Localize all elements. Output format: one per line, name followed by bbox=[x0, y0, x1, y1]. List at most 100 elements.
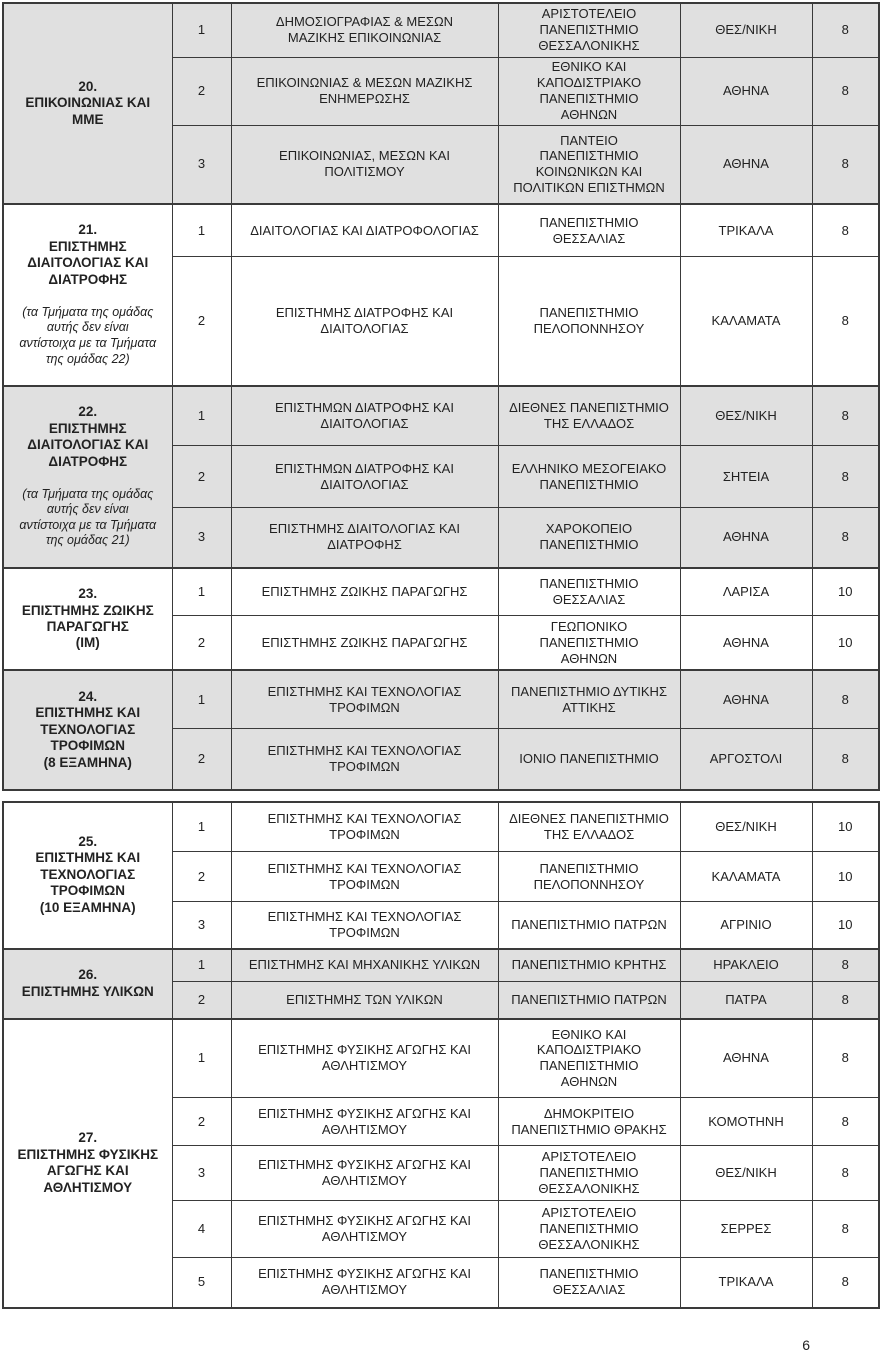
city-cell: ΘΕΣ/ΝΙΚΗ bbox=[679, 384, 813, 447]
department-cell: ΕΠΙΣΤΗΜΗΣ ΔΙΑΤΡΟΦΗΣ ΚΑΙ ΔΙΑΙΤΟΛΟΓΙΑΣ bbox=[230, 256, 499, 387]
semesters-cell: 8 bbox=[811, 728, 880, 791]
semesters-cell: 8 bbox=[811, 203, 880, 258]
table-row: 2 ΕΠΙΣΤΗΜΗΣ ΚΑΙ ΤΕΧΝΟΛΟΓΙΑΣ ΤΡΟΦΙΜΩΝ ΙΟΝ… bbox=[3, 728, 880, 791]
table-row: 2 ΕΠΙΣΤΗΜΩΝ ΔΙΑΤΡΟΦΗΣ ΚΑΙ ΔΙΑΙΤΟΛΟΓΙΑΣ Ε… bbox=[3, 445, 880, 508]
table-row: 3 ΕΠΙΣΤΗΜΗΣ ΚΑΙ ΤΕΧΝΟΛΟΓΙΑΣ ΤΡΟΦΙΜΩΝ ΠΑΝ… bbox=[3, 901, 880, 950]
city-cell: ΑΘΗΝΑ bbox=[679, 614, 813, 671]
group-label-cell: 25. ΕΠΙΣΤΗΜΗΣ ΚΑΙ ΤΕΧΝΟΛΟΓΙΑΣ ΤΡΟΦΙΜΩΝ (… bbox=[2, 801, 173, 950]
department-cell: ΕΠΙΣΤΗΜΩΝ ΔΙΑΤΡΟΦΗΣ ΚΑΙ ΔΙΑΙΤΟΛΟΓΙΑΣ bbox=[230, 445, 499, 508]
table-row: 3 ΕΠΙΣΤΗΜΗΣ ΦΥΣΙΚΗΣ ΑΓΩΓΗΣ ΚΑΙ ΑΘΛΗΤΙΣΜΟ… bbox=[3, 1145, 880, 1202]
group-label-cell: 21. ΕΠΙΣΤΗΜΗΣ ΔΙΑΙΤΟΛΟΓΙΑΣ ΚΑΙ ΔΙΑΤΡΟΦΗΣ… bbox=[2, 203, 173, 387]
table-row: 2 ΕΠΙΣΤΗΜΗΣ ΖΩΙΚΗΣ ΠΑΡΑΓΩΓΗΣ ΓΕΩΠΟΝΙΚΟ Π… bbox=[3, 614, 880, 671]
semesters-cell: 8 bbox=[811, 980, 880, 1020]
department-cell: ΕΠΙΣΤΗΜΗΣ ΖΩΙΚΗΣ ΠΑΡΑΓΩΓΗΣ bbox=[230, 614, 499, 671]
row-number-cell: 1 bbox=[171, 1017, 232, 1099]
row-number-cell: 3 bbox=[171, 506, 232, 569]
city-cell: ΑΓΡΙΝΙΟ bbox=[679, 901, 813, 950]
city-cell: ΚΑΛΑΜΑΤΑ bbox=[679, 851, 813, 903]
row-number-cell: 3 bbox=[171, 1145, 232, 1202]
table-row: 20. ΕΠΙΚΟΙΝΩΝΙΑΣ ΚΑΙ ΜΜΕ 1 ΔΗΜΟΣΙΟΓΡΑΦΙΑ… bbox=[2, 2, 880, 205]
department-cell: ΕΠΙΚΟΙΝΩΝΙΑΣ & ΜΕΣΩΝ ΜΑΖΙΚΗΣ ΕΝΗΜΕΡΩΣΗΣ bbox=[230, 56, 499, 126]
department-cell: ΕΠΙΣΤΗΜΗΣ ΦΥΣΙΚΗΣ ΑΓΩΓΗΣ ΚΑΙ ΑΘΛΗΤΙΣΜΟΥ bbox=[230, 1097, 499, 1147]
table-row: 23. ΕΠΙΣΤΗΜΗΣ ΖΩΙΚΗΣ ΠΑΡΑΓΩΓΗΣ (ΙΜ) 1 ΕΠ… bbox=[2, 566, 880, 671]
department-cell: ΕΠΙΣΤΗΜΗΣ ΚΑΙ ΤΕΧΝΟΛΟΓΙΑΣ ΤΡΟΦΙΜΩΝ bbox=[230, 728, 499, 791]
row-number-cell: 2 bbox=[171, 56, 232, 126]
department-cell: ΕΠΙΣΤΗΜΗΣ ΚΑΙ ΤΕΧΝΟΛΟΓΙΑΣ ΤΡΟΦΙΜΩΝ bbox=[230, 801, 499, 853]
row-number-cell: 2 bbox=[171, 980, 232, 1020]
row-number-cell: 1 bbox=[171, 801, 232, 853]
university-cell: ΠΑΝΕΠΙΣΤΗΜΙΟ ΘΕΣΣΑΛΙΑΣ bbox=[497, 566, 681, 616]
university-cell: ΠΑΝΕΠΙΣΤΗΜΙΟ ΘΕΣΣΑΛΙΑΣ bbox=[497, 203, 681, 258]
department-cell: ΕΠΙΣΤΗΜΗΣ ΚΑΙ ΜΗΧΑΝΙΚΗΣ ΥΛΙΚΩΝ bbox=[230, 947, 499, 982]
university-cell: ΔΙΕΘΝΕΣ ΠΑΝΕΠΙΣΤΗΜΙΟ ΤΗΣ ΕΛΛΑΔΟΣ bbox=[497, 384, 681, 447]
semesters-cell: 10 bbox=[811, 801, 880, 853]
group-label-cell: 20. ΕΠΙΚΟΙΝΩΝΙΑΣ ΚΑΙ ΜΜΕ bbox=[2, 2, 173, 205]
table-block-gap bbox=[0, 791, 880, 801]
semesters-cell: 8 bbox=[811, 506, 880, 569]
department-cell: ΔΗΜΟΣΙΟΓΡΑΦΙΑΣ & ΜΕΣΩΝ ΜΑΖΙΚΗΣ ΕΠΙΚΟΙΝΩΝ… bbox=[230, 2, 499, 58]
row-number-cell: 2 bbox=[171, 1097, 232, 1147]
department-cell: ΕΠΙΣΤΗΜΗΣ ΔΙΑΙΤΟΛΟΓΙΑΣ ΚΑΙ ΔΙΑΤΡΟΦΗΣ bbox=[230, 506, 499, 569]
group-label-cell: 27. ΕΠΙΣΤΗΜΗΣ ΦΥΣΙΚΗΣ ΑΓΩΓΗΣ ΚΑΙ ΑΘΛΗΤΙΣ… bbox=[2, 1017, 173, 1309]
city-cell: ΘΕΣ/ΝΙΚΗ bbox=[679, 2, 813, 58]
university-cell: ΑΡΙΣΤΟΤΕΛΕΙΟ ΠΑΝΕΠΙΣΤΗΜΙΟ ΘΕΣΣΑΛΟΝΙΚΗΣ bbox=[497, 1200, 681, 1259]
row-number-cell: 1 bbox=[171, 947, 232, 982]
department-cell: ΕΠΙΣΤΗΜΩΝ ΔΙΑΤΡΟΦΗΣ ΚΑΙ ΔΙΑΙΤΟΛΟΓΙΑΣ bbox=[230, 384, 499, 447]
row-number-cell: 3 bbox=[171, 124, 232, 205]
department-cell: ΕΠΙΣΤΗΜΗΣ ΚΑΙ ΤΕΧΝΟΛΟΓΙΑΣ ΤΡΟΦΙΜΩΝ bbox=[230, 901, 499, 950]
city-cell: ΗΡΑΚΛΕΙΟ bbox=[679, 947, 813, 982]
university-cell: ΔΙΕΘΝΕΣ ΠΑΝΕΠΙΣΤΗΜΙΟ ΤΗΣ ΕΛΛΑΔΟΣ bbox=[497, 801, 681, 853]
group-note: (τα Τμήματα της ομάδας αυτής δεν είναι α… bbox=[19, 304, 157, 366]
university-cell: ΔΗΜΟΚΡΙΤΕΙΟ ΠΑΝΕΠΙΣΤΗΜΙΟ ΘΡΑΚΗΣ bbox=[497, 1097, 681, 1147]
semesters-cell: 8 bbox=[811, 1145, 880, 1202]
table-row: 3 ΕΠΙΚΟΙΝΩΝΙΑΣ, ΜΕΣΩΝ ΚΑΙ ΠΟΛΙΤΙΣΜΟΥ ΠΑΝ… bbox=[3, 124, 880, 205]
group-label: 27. ΕΠΙΣΤΗΜΗΣ ΦΥΣΙΚΗΣ ΑΓΩΓΗΣ ΚΑΙ ΑΘΛΗΤΙΣ… bbox=[17, 1130, 159, 1195]
university-cell: ΕΘΝΙΚΟ ΚΑΙ ΚΑΠΟΔΙΣΤΡΙΑΚΟ ΠΑΝΕΠΙΣΤΗΜΙΟ ΑΘ… bbox=[497, 1017, 681, 1099]
university-cell: ΠΑΝΕΠΙΣΤΗΜΙΟ ΠΑΤΡΩΝ bbox=[497, 980, 681, 1020]
city-cell: ΚΟΜΟΤΗΝΗ bbox=[679, 1097, 813, 1147]
group-label: 20. ΕΠΙΚΟΙΝΩΝΙΑΣ ΚΑΙ ΜΜΕ bbox=[25, 78, 151, 127]
city-cell: ΑΘΗΝΑ bbox=[679, 506, 813, 569]
group-label: 26. ΕΠΙΣΤΗΜΗΣ ΥΛΙΚΩΝ bbox=[21, 967, 154, 999]
table-row: 21. ΕΠΙΣΤΗΜΗΣ ΔΙΑΙΤΟΛΟΓΙΑΣ ΚΑΙ ΔΙΑΤΡΟΦΗΣ… bbox=[2, 203, 880, 387]
department-cell: ΕΠΙΣΤΗΜΗΣ ΦΥΣΙΚΗΣ ΑΓΩΓΗΣ ΚΑΙ ΑΘΛΗΤΙΣΜΟΥ bbox=[230, 1200, 499, 1259]
group-note: (τα Τμήματα της ομάδας αυτής δεν είναι α… bbox=[19, 486, 157, 548]
group-label: 21. ΕΠΙΣΤΗΜΗΣ ΔΙΑΙΤΟΛΟΓΙΑΣ ΚΑΙ ΔΙΑΤΡΟΦΗΣ bbox=[27, 222, 149, 287]
group-label: 25. ΕΠΙΣΤΗΜΗΣ ΚΑΙ ΤΕΧΝΟΛΟΓΙΑΣ ΤΡΟΦΙΜΩΝ (… bbox=[35, 833, 141, 915]
city-cell: ΑΘΗΝΑ bbox=[679, 56, 813, 126]
table-row: 4 ΕΠΙΣΤΗΜΗΣ ΦΥΣΙΚΗΣ ΑΓΩΓΗΣ ΚΑΙ ΑΘΛΗΤΙΣΜΟ… bbox=[3, 1200, 880, 1259]
group-label-cell: 24. ΕΠΙΣΤΗΜΗΣ ΚΑΙ ΤΕΧΝΟΛΟΓΙΑΣ ΤΡΟΦΙΜΩΝ (… bbox=[2, 669, 173, 791]
department-cell: ΕΠΙΣΤΗΜΗΣ ΤΩΝ ΥΛΙΚΩΝ bbox=[230, 980, 499, 1020]
university-cell: ΠΑΝΕΠΙΣΤΗΜΙΟ ΠΕΛΟΠΟΝΝΗΣΟΥ bbox=[497, 256, 681, 387]
row-number-cell: 2 bbox=[171, 851, 232, 903]
city-cell: ΠΑΤΡΑ bbox=[679, 980, 813, 1020]
row-number-cell: 1 bbox=[171, 203, 232, 258]
group-label-cell: 22. ΕΠΙΣΤΗΜΗΣ ΔΙΑΙΤΟΛΟΓΙΑΣ ΚΑΙ ΔΙΑΤΡΟΦΗΣ… bbox=[2, 384, 173, 569]
city-cell: ΑΘΗΝΑ bbox=[679, 124, 813, 205]
semesters-cell: 8 bbox=[811, 445, 880, 508]
university-cell: ΠΑΝΕΠΙΣΤΗΜΙΟ ΠΕΛΟΠΟΝΝΗΣΟΥ bbox=[497, 851, 681, 903]
department-cell: ΕΠΙΣΤΗΜΗΣ ΦΥΣΙΚΗΣ ΑΓΩΓΗΣ ΚΑΙ ΑΘΛΗΤΙΣΜΟΥ bbox=[230, 1017, 499, 1099]
department-cell: ΔΙΑΙΤΟΛΟΓΙΑΣ ΚΑΙ ΔΙΑΤΡΟΦΟΛΟΓΙΑΣ bbox=[230, 203, 499, 258]
table-row: 2 ΕΠΙΣΤΗΜΗΣ ΚΑΙ ΤΕΧΝΟΛΟΓΙΑΣ ΤΡΟΦΙΜΩΝ ΠΑΝ… bbox=[3, 851, 880, 903]
table-row: 25. ΕΠΙΣΤΗΜΗΣ ΚΑΙ ΤΕΧΝΟΛΟΓΙΑΣ ΤΡΟΦΙΜΩΝ (… bbox=[2, 801, 880, 950]
semesters-cell: 8 bbox=[811, 124, 880, 205]
city-cell: ΑΘΗΝΑ bbox=[679, 1017, 813, 1099]
row-number-cell: 1 bbox=[171, 2, 232, 58]
semesters-cell: 8 bbox=[811, 256, 880, 387]
city-cell: ΑΘΗΝΑ bbox=[679, 669, 813, 730]
university-cell: ΓΕΩΠΟΝΙΚΟ ΠΑΝΕΠΙΣΤΗΜΙΟ ΑΘΗΝΩΝ bbox=[497, 614, 681, 671]
table-row: 2 ΕΠΙΣΤΗΜΗΣ ΤΩΝ ΥΛΙΚΩΝ ΠΑΝΕΠΙΣΤΗΜΙΟ ΠΑΤΡ… bbox=[3, 980, 880, 1020]
semesters-cell: 10 bbox=[811, 851, 880, 903]
group-label-cell: 23. ΕΠΙΣΤΗΜΗΣ ΖΩΙΚΗΣ ΠΑΡΑΓΩΓΗΣ (ΙΜ) bbox=[2, 566, 173, 671]
row-number-cell: 5 bbox=[171, 1257, 232, 1309]
city-cell: ΤΡΙΚΑΛΑ bbox=[679, 1257, 813, 1309]
city-cell: ΤΡΙΚΑΛΑ bbox=[679, 203, 813, 258]
table-row: 2 ΕΠΙΣΤΗΜΗΣ ΔΙΑΤΡΟΦΗΣ ΚΑΙ ΔΙΑΙΤΟΛΟΓΙΑΣ Π… bbox=[3, 256, 880, 387]
city-cell: ΣΗΤΕΙΑ bbox=[679, 445, 813, 508]
row-number-cell: 2 bbox=[171, 614, 232, 671]
university-cell: ΕΘΝΙΚΟ ΚΑΙ ΚΑΠΟΔΙΣΤΡΙΑΚΟ ΠΑΝΕΠΙΣΤΗΜΙΟ ΑΘ… bbox=[497, 56, 681, 126]
groups-table-20-24: 20. ΕΠΙΚΟΙΝΩΝΙΑΣ ΚΑΙ ΜΜΕ 1 ΔΗΜΟΣΙΟΓΡΑΦΙΑ… bbox=[2, 2, 880, 791]
semesters-cell: 8 bbox=[811, 947, 880, 982]
semesters-cell: 10 bbox=[811, 614, 880, 671]
